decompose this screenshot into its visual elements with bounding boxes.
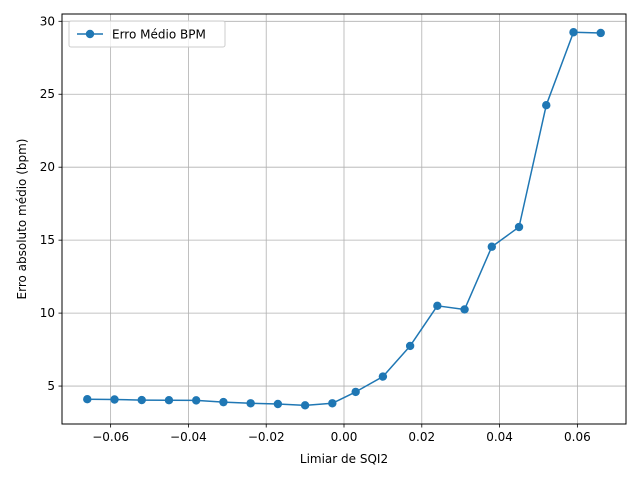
x-tick-label: 0.00 (331, 430, 358, 444)
data-point (351, 387, 360, 397)
grid-lines (62, 14, 626, 424)
x-tick-label: 0.02 (408, 430, 435, 444)
data-point (219, 397, 228, 407)
data-point (542, 100, 551, 110)
data-point (191, 396, 201, 405)
y-tick-label: 5 (47, 379, 55, 393)
data-point (487, 242, 497, 251)
y-tick-label: 25 (40, 87, 55, 101)
data-point (378, 372, 388, 381)
data-point (596, 28, 605, 38)
legend-box (68, 20, 226, 48)
legend: Erro Médio BPM (68, 20, 226, 48)
y-tick-label: 10 (40, 306, 55, 320)
series-line (87, 31, 601, 407)
x-tick-label: −0.02 (248, 430, 285, 444)
y-tick-label: 20 (40, 160, 55, 174)
data-point (514, 222, 524, 232)
series-layer (83, 28, 605, 410)
data-point (164, 396, 174, 405)
x-axis-label: Limiar de SQI2 (300, 452, 388, 466)
y-tick-label: 30 (40, 14, 55, 28)
data-point (110, 395, 119, 404)
data-point (328, 399, 337, 408)
legend-label: Erro Médio BPM (112, 28, 206, 42)
data-point (83, 394, 92, 404)
y-tick-label: 15 (40, 233, 55, 247)
x-tick-label: 0.06 (564, 430, 591, 444)
data-point (300, 401, 310, 410)
x-tick-label: −0.04 (170, 430, 207, 444)
legend-dot-marker (85, 29, 95, 39)
x-tick-label: −0.06 (92, 430, 129, 444)
data-point (433, 301, 442, 311)
data-point (273, 399, 283, 409)
x-tick-label: 0.04 (486, 430, 513, 444)
data-point (246, 399, 255, 408)
data-point (137, 395, 146, 405)
data-point (460, 305, 469, 314)
ticks: −0.06 −0.04 −0.02 0.00 0.02 0.04 0.06 5 10 15 20 25… (40, 14, 591, 444)
data-point (569, 28, 578, 37)
y-axis-label: Erro absoluto médio (bpm) (15, 139, 29, 300)
data-point (405, 341, 415, 351)
